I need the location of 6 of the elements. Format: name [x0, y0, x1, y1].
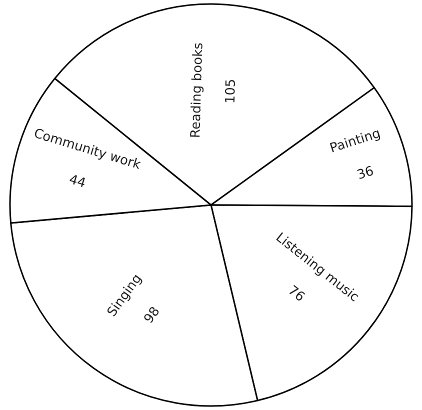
- data-label: 98: [141, 304, 164, 327]
- data-label: 44: [67, 172, 88, 192]
- data-label: 105: [223, 78, 240, 104]
- data-label: 36: [355, 164, 376, 184]
- data-label: 76: [284, 283, 308, 306]
- slice-label: Reading books: [188, 42, 206, 138]
